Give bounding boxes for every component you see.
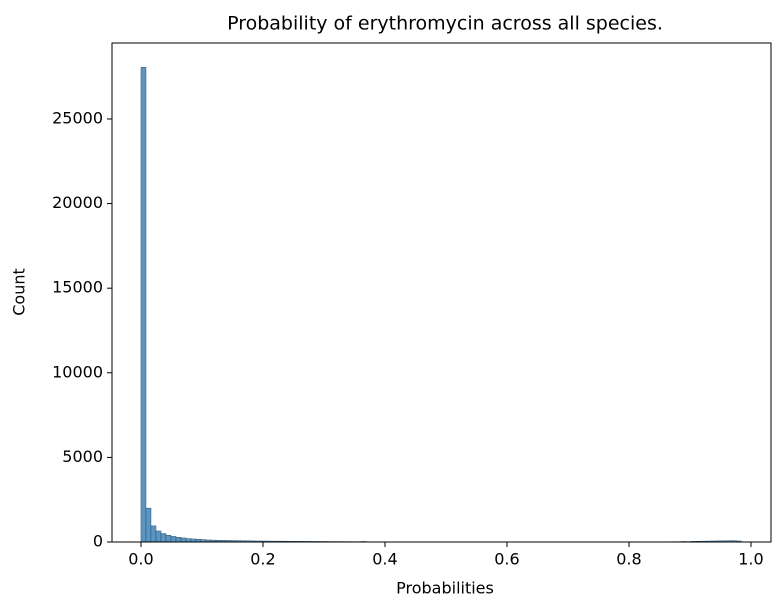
y-tick-label: 25000 — [52, 108, 103, 127]
bar — [160, 533, 167, 543]
chart-title: Probability of erythromycin across all s… — [227, 13, 663, 35]
bar — [165, 534, 172, 543]
plot-frame — [111, 42, 772, 543]
x-tick-label: 0.2 — [250, 550, 275, 569]
x-tick-label: 1.0 — [738, 550, 763, 569]
y-tick-label: 10000 — [52, 362, 103, 381]
bar — [145, 507, 152, 543]
x-axis-label: Probabilities — [396, 579, 494, 596]
y-tick-label: 0 — [93, 532, 103, 551]
x-tick-label: 0.6 — [494, 550, 519, 569]
x-tick-label: 0.8 — [616, 550, 641, 569]
x-tick-label: 0.4 — [372, 550, 397, 569]
bar — [170, 536, 177, 543]
bar — [185, 538, 192, 543]
y-tick-label: 20000 — [52, 193, 103, 212]
y-tick-label: 15000 — [52, 278, 103, 297]
bar — [180, 537, 187, 543]
x-tick-label: 0.0 — [128, 550, 153, 569]
bar — [150, 525, 157, 543]
bar — [140, 67, 147, 543]
bar — [175, 537, 182, 543]
y-tick-label: 5000 — [62, 447, 103, 466]
y-axis-label: Count — [10, 268, 29, 316]
bar — [155, 530, 162, 543]
